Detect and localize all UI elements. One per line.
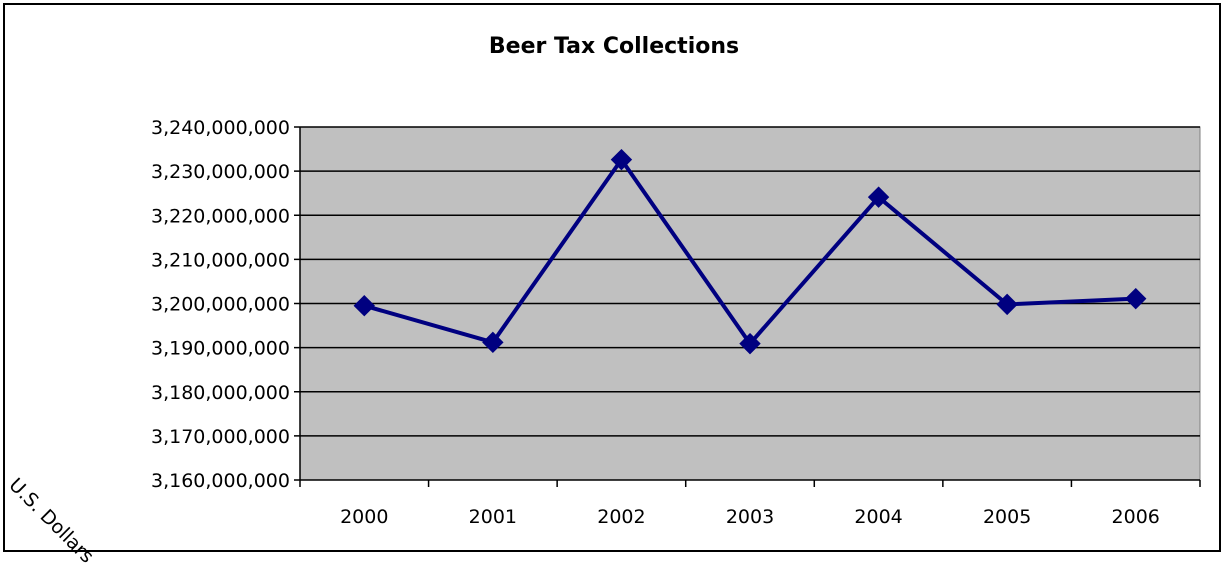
y-tick-label: 3,210,000,000 (151, 249, 290, 271)
y-tick-label: 3,240,000,000 (151, 117, 290, 139)
x-tick-label: 2004 (854, 506, 902, 528)
data-point-marker (1125, 287, 1147, 310)
x-tick-label: 2000 (340, 506, 388, 528)
chart-title: Beer Tax Collections (488, 34, 740, 59)
y-tick-label: 3,170,000,000 (151, 426, 290, 448)
data-point-marker (867, 186, 890, 208)
y-tick-label: 3,230,000,000 (151, 161, 290, 183)
data-point-marker (996, 293, 1018, 316)
x-tick-label: 2002 (597, 506, 645, 528)
data-point-marker (482, 331, 504, 354)
x-tick-label: 2005 (983, 506, 1031, 528)
y-tick-label: 3,160,000,000 (151, 470, 290, 492)
data-point-marker (739, 332, 761, 355)
x-tick-label: 2003 (726, 506, 774, 528)
data-point-marker (610, 148, 633, 171)
y-tick-label: 3,200,000,000 (151, 294, 290, 316)
x-tick-label: 2006 (1112, 506, 1160, 528)
y-tick-label: 3,220,000,000 (151, 205, 290, 227)
data-point-marker (353, 294, 375, 317)
y-tick-label: 3,180,000,000 (151, 382, 290, 404)
y-tick-label: 3,190,000,000 (151, 338, 290, 360)
x-tick-label: 2001 (469, 506, 517, 528)
